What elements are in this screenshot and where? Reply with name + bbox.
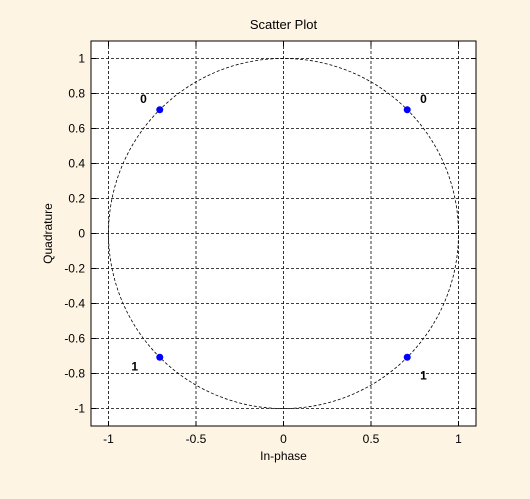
- y-tick-label: 1: [78, 52, 85, 66]
- scatter-point: [156, 353, 164, 361]
- scatter-point: [156, 106, 164, 114]
- chart-title: Scatter Plot: [250, 17, 318, 32]
- point-label: 1: [420, 368, 427, 382]
- point-label: 0: [140, 92, 147, 106]
- point-labels: 0 0 1 1: [131, 92, 427, 383]
- x-axis-label: In-phase: [260, 449, 307, 463]
- point-label: 0: [420, 92, 427, 106]
- x-tick-label: 1: [455, 432, 462, 446]
- y-tick-labels: 1 0.8 0.6 0.4 0.2 0 -0.2 -0.4 -0.6 -0.8 -1: [64, 52, 85, 416]
- x-tick-label: 0: [280, 432, 287, 446]
- point-label: 1: [131, 360, 138, 374]
- y-tick-label: -0.6: [64, 332, 85, 346]
- y-tick-label: 0: [78, 227, 85, 241]
- x-tick-labels: -1 -0.5 0 0.5 1: [103, 432, 462, 446]
- y-tick-label: 0.8: [68, 87, 85, 101]
- x-tick-label: 0.5: [363, 432, 380, 446]
- y-tick-label: 0.4: [68, 157, 85, 171]
- tick-marks: [91, 41, 476, 426]
- x-tick-label: -1: [103, 432, 114, 446]
- y-tick-label: 0.6: [68, 122, 85, 136]
- y-tick-label: -0.2: [64, 262, 85, 276]
- y-axis-label: Quadrature: [41, 203, 55, 264]
- scatter-point: [403, 353, 411, 361]
- grid-lines: [91, 41, 476, 426]
- x-tick-label: -0.5: [186, 432, 207, 446]
- y-tick-label: -0.8: [64, 367, 85, 381]
- y-tick-label: -1: [74, 402, 85, 416]
- data-points: [156, 106, 411, 361]
- scatter-point: [403, 106, 411, 114]
- y-tick-label: -0.4: [64, 297, 85, 311]
- y-tick-label: 0.2: [68, 192, 85, 206]
